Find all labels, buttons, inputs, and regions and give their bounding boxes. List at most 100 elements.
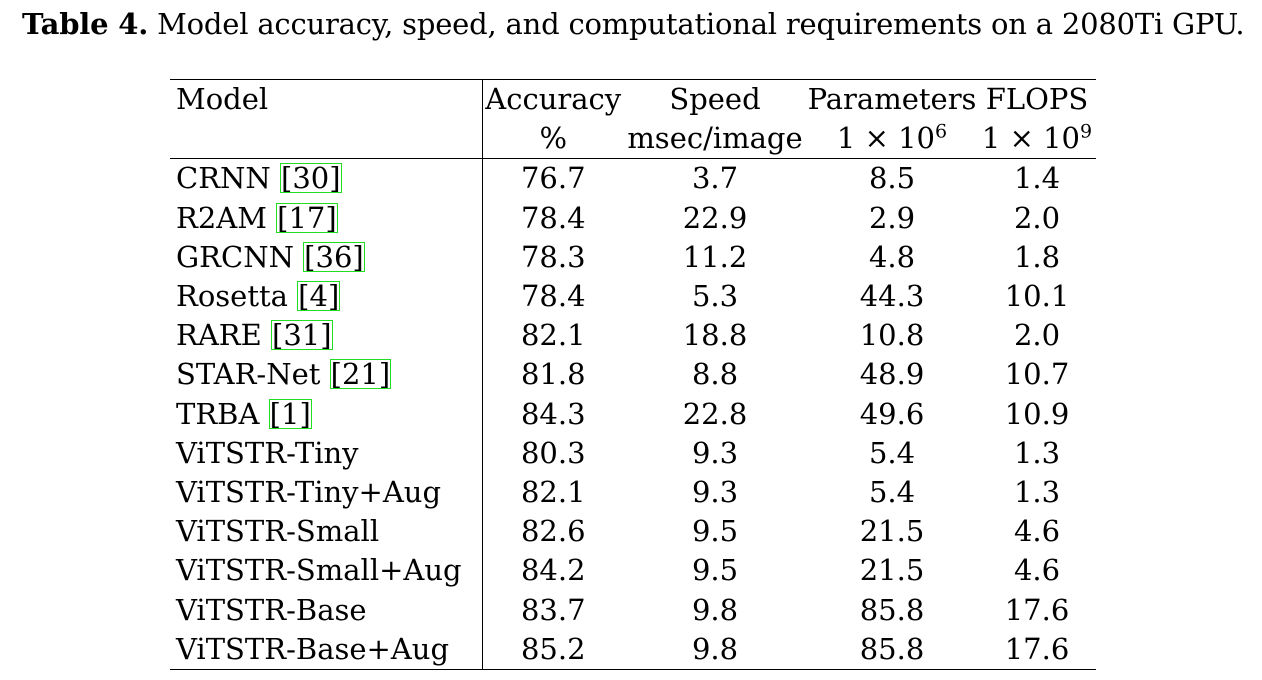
speed-cell: 9.3 [691, 475, 739, 510]
flops-cell: 1.3 [1013, 475, 1061, 510]
accuracy-cell: 82.1 [520, 318, 586, 353]
flops-cell: 2.0 [1013, 200, 1061, 235]
speed-cell: 9.5 [691, 514, 739, 549]
citation-link[interactable]: [30] [280, 161, 342, 196]
table-row: RARE [31] 82.1 18.8 10.8 2.0 [170, 316, 1096, 356]
model-cell: ViTSTR-Base [170, 590, 483, 630]
citation-link[interactable]: [4] [297, 279, 341, 314]
table-row: ViTSTR-Base+Aug 85.2 9.8 85.8 17.6 [170, 629, 1096, 671]
header-speed: Speed [624, 79, 806, 120]
model-name: TRBA [176, 396, 260, 431]
flops-cell: 4.6 [1013, 514, 1061, 549]
model-name: ViTSTR-Base [176, 592, 367, 627]
citation-link[interactable]: [21] [329, 357, 392, 392]
model-name: ViTSTR-Base+Aug [176, 631, 450, 666]
citation-number: 30 [292, 161, 330, 196]
accuracy-cell: 78.4 [520, 200, 586, 235]
header-model-unit [170, 119, 483, 159]
citation-number: 36 [315, 239, 353, 274]
speed-cell: 22.9 [682, 200, 748, 235]
speed-cell: 9.3 [691, 435, 739, 470]
accuracy-cell: 76.7 [482, 158, 624, 199]
parameters-cell: 5.4 [868, 435, 916, 470]
model-name: CRNN [176, 161, 271, 196]
citation-number: 4 [309, 279, 328, 314]
parameters-cell: 10.8 [859, 318, 925, 353]
model-name: ViTSTR-Tiny [176, 435, 359, 470]
model-cell: Rosetta [4] [170, 277, 483, 317]
header-accuracy: Accuracy [482, 79, 624, 120]
model-name: RARE [176, 318, 262, 353]
table-row: ViTSTR-Small+Aug 84.2 9.5 21.5 4.6 [170, 551, 1096, 591]
parameters-cell: 21.5 [859, 553, 925, 588]
speed-cell: 9.8 [691, 592, 739, 627]
accuracy-cell: 81.8 [520, 357, 586, 392]
citation-open-bracket: [ [298, 279, 310, 314]
flops-cell: 10.9 [1004, 396, 1070, 431]
speed-cell: 11.2 [682, 239, 748, 274]
model-name: Rosetta [176, 279, 288, 314]
speed-cell: 5.3 [691, 279, 739, 314]
table-row: R2AM [17] 78.4 22.9 2.9 2.0 [170, 198, 1096, 238]
parameters-cell: 48.9 [859, 357, 925, 392]
citation-link[interactable]: [31] [271, 318, 333, 353]
params-unit-exponent: 6 [935, 120, 948, 143]
flops-cell: 2.0 [1013, 318, 1061, 353]
citation-close-bracket: ] [325, 200, 337, 235]
table-row: ViTSTR-Tiny 80.3 9.3 5.4 1.3 [170, 433, 1096, 474]
citation-close-bracket: ] [329, 161, 341, 196]
header-model: Model [170, 79, 483, 120]
model-cell: ViTSTR-Base+Aug [170, 629, 483, 671]
citation-link[interactable]: [17] [276, 200, 338, 235]
speed-cell: 22.8 [682, 396, 748, 431]
citation-number: 31 [283, 318, 321, 353]
accuracy-cell: 84.3 [520, 396, 586, 431]
model-name: GRCNN [176, 239, 294, 274]
speed-cell: 9.8 [624, 629, 806, 671]
flops-cell: 1.8 [1013, 239, 1061, 274]
citation-open-bracket: [ [277, 200, 289, 235]
flops-cell: 1.4 [978, 158, 1096, 199]
header-row-names: Model Accuracy Speed Parameters FLOPS [170, 79, 1096, 120]
accuracy-cell: 82.1 [520, 475, 586, 510]
results-table: Model Accuracy Speed Parameters FLOPS % … [170, 79, 1096, 671]
model-cell: ViTSTR-Small [170, 512, 483, 552]
flops-unit-exponent: 9 [1080, 120, 1093, 143]
model-name: R2AM [176, 200, 267, 235]
parameters-cell: 85.8 [806, 629, 978, 671]
parameters-cell: 4.8 [868, 239, 916, 274]
table-row: Rosetta [4] 78.4 5.3 44.3 10.1 [170, 277, 1096, 317]
speed-cell: 3.7 [624, 158, 806, 199]
parameters-cell: 49.6 [859, 396, 925, 431]
flops-cell: 17.6 [1004, 592, 1070, 627]
accuracy-cell: 84.2 [520, 553, 586, 588]
model-name: STAR-Net [176, 357, 321, 392]
table-row: ViTSTR-Small 82.6 9.5 21.5 4.6 [170, 512, 1096, 552]
parameters-cell: 2.9 [868, 200, 916, 235]
table-row: STAR-Net [21] 81.8 8.8 48.9 10.7 [170, 355, 1096, 395]
model-cell: R2AM [17] [170, 198, 483, 238]
header-parameters-unit: 1 × 106 [806, 119, 978, 159]
citation-number: 17 [288, 200, 326, 235]
flops-cell: 1.3 [1013, 435, 1061, 470]
citation-link[interactable]: [36] [303, 239, 365, 274]
header-row-units: % msec/image 1 × 106 1 × 109 [170, 119, 1096, 159]
citation-link[interactable]: [1] [268, 396, 312, 431]
model-cell: TRBA [1] [170, 394, 483, 434]
caption-text: Model accuracy, speed, and computational… [157, 7, 1245, 41]
flops-cell: 17.6 [978, 629, 1096, 671]
parameters-cell: 44.3 [859, 279, 925, 314]
table-row: ViTSTR-Tiny+Aug 82.1 9.3 5.4 1.3 [170, 473, 1096, 513]
model-cell: STAR-Net [21] [170, 355, 483, 395]
model-name: ViTSTR-Small [176, 514, 380, 549]
model-cell: ViTSTR-Tiny [170, 433, 483, 474]
citation-open-bracket: [ [269, 396, 281, 431]
citation-close-bracket: ] [327, 279, 340, 314]
speed-cell: 8.8 [691, 357, 739, 392]
header-parameters: Parameters [806, 79, 978, 120]
accuracy-cell: 80.3 [520, 435, 586, 470]
citation-close-bracket: ] [378, 357, 391, 392]
accuracy-cell: 83.7 [520, 592, 586, 627]
citation-number: 21 [341, 357, 379, 392]
citation-close-bracket: ] [299, 396, 311, 431]
